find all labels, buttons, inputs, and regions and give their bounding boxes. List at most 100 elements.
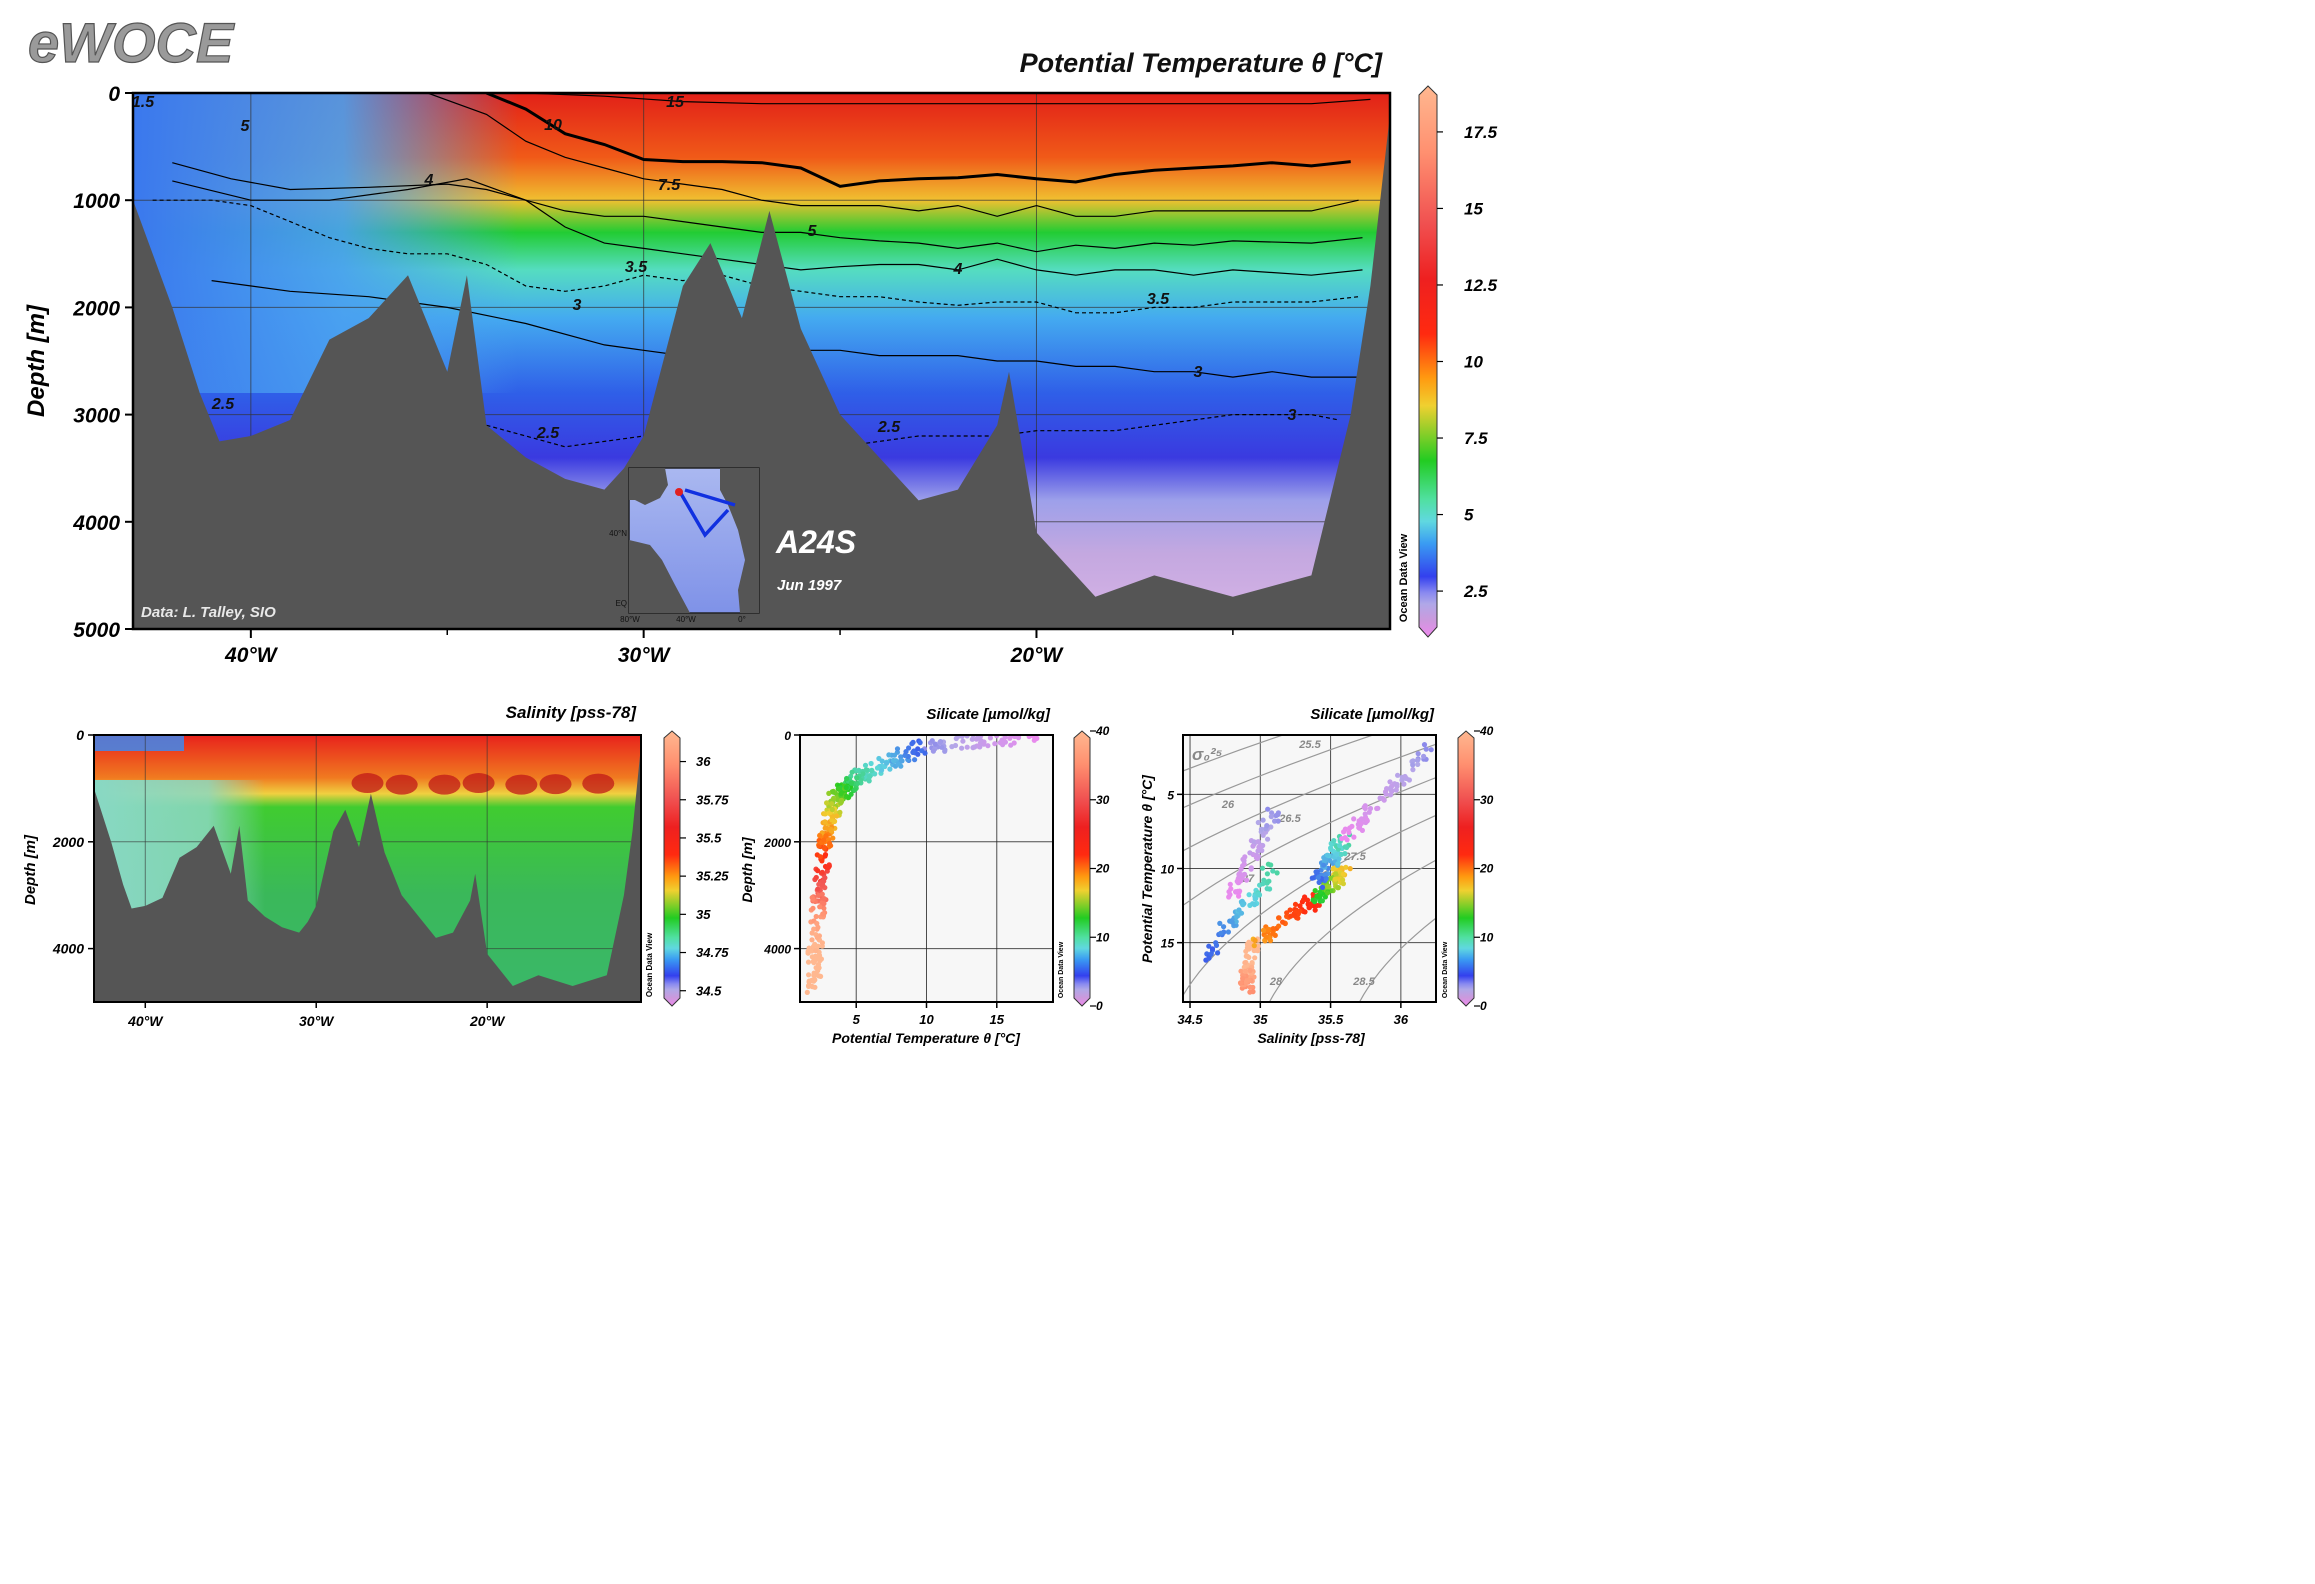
odv-watermark-td: Ocean Data View <box>1058 941 1065 998</box>
scatter-point <box>1323 876 1329 882</box>
scatter-point <box>1255 819 1261 826</box>
scatter-point <box>891 752 898 758</box>
scatter-point <box>816 881 822 887</box>
scatter-point <box>815 868 821 874</box>
scatter-point <box>1270 930 1276 936</box>
scatter-point <box>1325 890 1331 896</box>
density-isoline <box>1358 917 1436 1002</box>
scatter-point <box>1038 729 1043 734</box>
scatter-y-tick-label: 0 <box>784 729 791 743</box>
scatter-point <box>1335 885 1341 891</box>
scatter-point <box>1244 953 1250 959</box>
scatter-point <box>1358 816 1365 822</box>
scatter-point <box>906 745 912 751</box>
scatter-point <box>1031 737 1037 743</box>
scatter-point <box>817 854 824 860</box>
scatter-point <box>1247 984 1253 990</box>
scatter-point <box>822 875 828 881</box>
scatter-point <box>1316 902 1322 908</box>
scatter-point <box>1252 902 1258 908</box>
density-isoline-label: 28.5 <box>1352 976 1375 988</box>
salinity-x-tick-label: 20°W <box>469 1013 506 1029</box>
scatter-point <box>1253 855 1259 861</box>
scatter-point <box>1242 968 1248 974</box>
scatter-point <box>821 896 827 902</box>
scatter-point <box>1030 728 1035 733</box>
inset-axis-label: 0° <box>738 615 746 624</box>
scatter-point <box>830 835 836 841</box>
scatter-point <box>1381 797 1387 803</box>
scatter-point <box>1319 884 1326 891</box>
scatter-point <box>1236 873 1242 879</box>
scatter-point <box>1309 875 1315 881</box>
scatter-point <box>1333 871 1339 877</box>
colorbar-tick-label: 12.5 <box>1464 276 1498 295</box>
scatter-point <box>1233 919 1239 925</box>
scatter-point <box>884 760 890 766</box>
scatter-point <box>816 952 823 959</box>
section-y-tick-label: 1000 <box>73 190 120 213</box>
isotherm-10 <box>485 93 1351 188</box>
scatter-point <box>1260 881 1266 887</box>
theta-colorbar <box>1418 85 1438 638</box>
scatter-point <box>838 799 845 805</box>
scatter-point <box>1410 758 1416 764</box>
scatter-point <box>1343 864 1349 870</box>
scatter-point <box>1246 892 1252 898</box>
scatter-point <box>826 840 833 847</box>
odv-watermark-main: Ocean Data View <box>1398 533 1410 622</box>
scatter-point <box>1362 811 1368 817</box>
scatter-point <box>806 978 812 984</box>
colorbar-tick-label: 40 <box>1095 724 1110 738</box>
contour-label: 7.5 <box>658 177 681 194</box>
scatter-point <box>822 825 828 831</box>
salinity-title: Salinity [pss-78] <box>506 703 638 722</box>
scatter-point <box>1314 869 1320 875</box>
contour-label: 5 <box>241 118 251 135</box>
brand-logo: eWOCE <box>28 11 235 74</box>
scatter-point <box>1240 975 1246 982</box>
scatter-point <box>874 765 881 771</box>
scatter-point <box>852 787 858 793</box>
scatter-point <box>1255 891 1261 898</box>
scatter-point <box>1297 903 1303 909</box>
scatter-point <box>1252 937 1258 944</box>
scatter-point <box>985 743 991 749</box>
scatter-point <box>855 780 861 787</box>
scatter-point <box>1266 878 1272 884</box>
scatter-point <box>1233 914 1240 920</box>
scatter-point <box>1215 950 1221 956</box>
scatter-point <box>1251 974 1257 980</box>
section-y-tick-label: 4000 <box>72 512 120 535</box>
scatter-point <box>813 913 819 920</box>
scatter-point <box>1287 907 1293 913</box>
scatter-point <box>949 744 955 750</box>
salinity-max-core <box>428 774 461 795</box>
scatter-point <box>1257 843 1263 849</box>
scatter-point <box>805 959 812 965</box>
scatter-point <box>1236 893 1242 899</box>
scatter-point <box>1387 785 1393 792</box>
colorbar-tick-label: 17.5 <box>1464 123 1498 142</box>
scatter-point <box>1240 872 1246 878</box>
scatter-point <box>1351 834 1357 840</box>
scatter-point <box>1349 823 1355 830</box>
colorbar-tick-label: 40 <box>1479 724 1494 738</box>
scatter-point <box>1322 894 1328 900</box>
colorbar-tick-label: 30 <box>1480 793 1494 807</box>
colorbar-tick-label: 35.5 <box>696 830 722 845</box>
scatter-point <box>1026 728 1031 733</box>
density-isoline <box>1183 735 1373 809</box>
scatter-point <box>932 741 938 747</box>
section-title: Potential Temperature θ [°C] <box>1020 48 1383 78</box>
scatter-point <box>1265 806 1271 812</box>
colorbar-tick-label: 10 <box>1464 352 1483 371</box>
scatter-point <box>809 948 815 954</box>
scatter-point <box>1225 929 1231 935</box>
scatter-point <box>1259 865 1266 871</box>
scatter-point <box>1260 927 1267 934</box>
isotherm-3 <box>211 280 1363 378</box>
contour-label: 2.5 <box>211 396 235 413</box>
salinity-x-tick-label: 30°W <box>299 1013 335 1029</box>
